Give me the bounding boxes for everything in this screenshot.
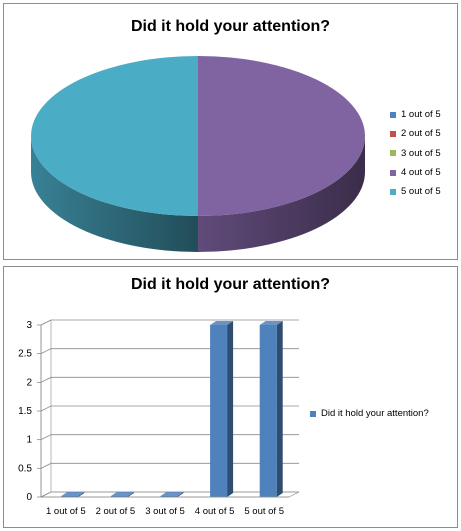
pie-chart-title: Did it hold your attention? xyxy=(130,18,331,35)
bar-chart-legend: Did it hold your attention? xyxy=(310,404,429,423)
pie-legend-item-swatch xyxy=(390,188,396,195)
bar-chart-plot: 0 0.5 1 1.5 2 2.5 3 1 out of 5 2 out of 5 3 out o… xyxy=(18,319,300,517)
pie-legend-item-label: 3 out of 5 xyxy=(401,147,441,159)
pie-chart-plot xyxy=(31,56,365,252)
y-tick-label: 3 xyxy=(26,320,32,331)
x-tick-label: 5 out of 5 xyxy=(244,506,284,517)
pie-legend-item-swatch xyxy=(390,169,396,176)
pie-slice xyxy=(31,56,198,216)
pie-slice-side xyxy=(31,136,198,252)
pie-legend-item-3: 3 out of 5 xyxy=(390,144,441,163)
pie-legend-item-label: 1 out of 5 xyxy=(401,109,441,121)
y-tick-label: 0.5 xyxy=(18,463,32,474)
pie-chart-legend: 1 out of 5 2 out of 5 3 out of 5 4 out of 5… xyxy=(390,105,441,201)
pie-legend-item-swatch xyxy=(390,111,396,118)
y-tick-label: 1.5 xyxy=(18,406,32,417)
pie-chart-panel: Did it hold your attention? 1 out of 5 2 … xyxy=(3,3,458,260)
pie-legend-item-swatch xyxy=(390,150,396,157)
y-tick-label: 2 xyxy=(26,377,32,388)
bar xyxy=(160,492,184,497)
pie-legend-item-label: 2 out of 5 xyxy=(401,128,441,140)
pie-legend-item-1: 1 out of 5 xyxy=(390,105,441,124)
bar-legend-item-label: Did it hold your attention? xyxy=(321,408,429,420)
bar-legend-item-swatch xyxy=(310,410,316,417)
y-tick-label: 1 xyxy=(26,435,32,446)
x-tick-label: 1 out of 5 xyxy=(46,506,86,517)
x-tick-label: 2 out of 5 xyxy=(96,506,136,517)
pie-slice-side xyxy=(198,136,365,252)
pie-legend-item-4: 4 out of 5 xyxy=(390,163,441,182)
pie-legend-item-5: 5 out of 5 xyxy=(390,182,441,201)
bar-chart-title: Did it hold your attention? xyxy=(130,276,331,293)
pie-legend-item-label: 5 out of 5 xyxy=(401,186,441,198)
pie-legend-item-label: 4 out of 5 xyxy=(401,167,441,179)
bar xyxy=(61,492,85,497)
bar xyxy=(259,321,283,497)
bar-chart-panel: Did it hold your attention? 0 0.5 1 1.5 2 2.5… xyxy=(3,266,458,528)
y-tick-label: 2.5 xyxy=(18,349,32,360)
pie-slice xyxy=(198,56,365,216)
pie-legend-item-2: 2 out of 5 xyxy=(390,124,441,143)
gridline xyxy=(40,319,299,326)
bar-legend-item-1: Did it hold your attention? xyxy=(310,404,429,423)
x-tick-label: 4 out of 5 xyxy=(195,506,235,517)
bar xyxy=(210,321,234,497)
pie-legend-item-swatch xyxy=(390,130,396,137)
y-tick-label: 0 xyxy=(26,492,32,503)
bar xyxy=(110,492,134,497)
x-tick-label: 3 out of 5 xyxy=(145,506,185,517)
